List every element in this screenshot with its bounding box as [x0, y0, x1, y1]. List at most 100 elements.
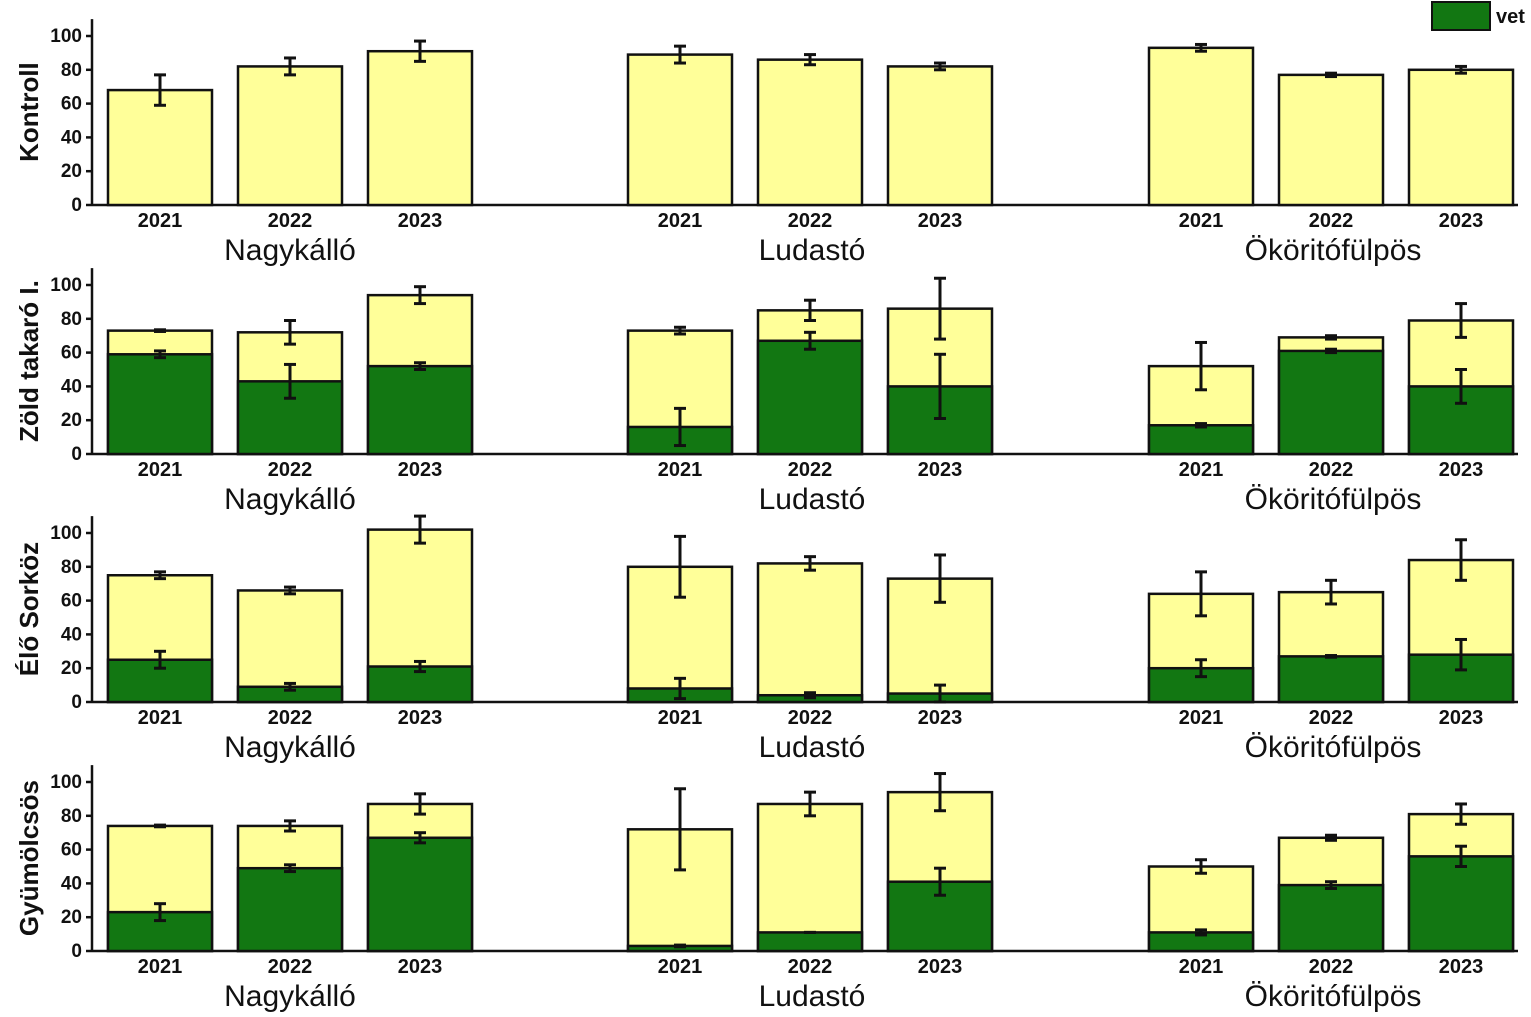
- error-bar-total: [414, 39, 426, 63]
- legend-swatch-green: [1431, 1, 1491, 31]
- x-tick-label: 2021: [1179, 210, 1224, 232]
- site-label: Nagykálló: [224, 483, 356, 516]
- error-bar-total: [1325, 578, 1337, 606]
- error-bar-green: [934, 866, 946, 897]
- legend-label: vet: [1496, 6, 1525, 28]
- site-label: Nagykálló: [224, 731, 356, 764]
- bar-green: [366, 364, 474, 456]
- bar-green: [1407, 855, 1515, 953]
- error-bar-green: [934, 683, 946, 704]
- x-tick-label: 2023: [918, 956, 963, 978]
- y-tick-label: 40: [61, 624, 82, 645]
- error-bar-total: [1455, 302, 1467, 339]
- row-label: Kontroll: [14, 62, 44, 162]
- bar-green: [1277, 883, 1385, 953]
- x-tick-label: 2021: [658, 956, 703, 978]
- site-label: Nagykálló: [224, 234, 356, 267]
- error-bar-green: [1325, 880, 1337, 890]
- error-bar-total: [674, 787, 686, 872]
- x-tick-label: 2023: [398, 459, 443, 481]
- error-bar-total: [934, 276, 946, 341]
- panel-1: 0 20 40 60 80 100 Zöld takaró I. 2021 2022 2023 Na…: [14, 268, 1518, 516]
- site-label: Nagykálló: [224, 980, 356, 1013]
- bar-total: [366, 49, 474, 207]
- error-bar-green: [674, 676, 686, 701]
- error-bar-total: [154, 328, 166, 333]
- x-tick-label: 2023: [1439, 210, 1484, 232]
- y-tick-label: 80: [61, 309, 82, 330]
- x-tick-label: 2022: [1309, 707, 1354, 729]
- error-bar-green: [1195, 658, 1207, 679]
- site-label: Ököritófülpös: [1245, 731, 1422, 764]
- y-tick-label: 100: [50, 26, 82, 47]
- error-bar-total: [1455, 538, 1467, 582]
- error-bar-total: [1455, 64, 1467, 75]
- y-tick-label: 80: [61, 806, 82, 827]
- y-tick-label: 40: [61, 127, 82, 148]
- y-tick-label: 40: [61, 873, 82, 894]
- error-bar-total: [804, 790, 816, 818]
- row-label: Élő Sorköz: [14, 542, 44, 676]
- x-tick-label: 2022: [788, 956, 833, 978]
- error-bar-total: [674, 325, 686, 336]
- error-bar-total: [1325, 833, 1337, 842]
- error-bar-total: [674, 44, 686, 65]
- x-tick-label: 2021: [138, 459, 183, 481]
- bar-green: [1277, 349, 1385, 456]
- bar-green: [756, 931, 864, 953]
- error-bar-green: [1455, 368, 1467, 405]
- error-bar-green: [674, 943, 686, 949]
- x-tick-label: 2023: [918, 459, 963, 481]
- y-tick-label: 100: [50, 275, 82, 296]
- error-bar-total: [284, 819, 296, 833]
- y-tick-label: 60: [61, 840, 82, 861]
- y-tick-label: 40: [61, 376, 82, 397]
- bar-total: [756, 802, 864, 953]
- x-tick-label: 2021: [658, 459, 703, 481]
- x-tick-label: 2023: [1439, 956, 1484, 978]
- bar-total: [626, 53, 734, 207]
- site-group: 2021 2022 2023 Ludastó: [626, 44, 994, 267]
- error-bar-green: [284, 681, 296, 692]
- bar-total: [886, 65, 994, 207]
- bar-total: [1277, 73, 1385, 207]
- x-tick-label: 2021: [1179, 707, 1224, 729]
- error-bar-total: [414, 514, 426, 545]
- site-group: 2021 2022 2023 Ököritófülpös: [1147, 802, 1515, 1013]
- site-group: 2021 2022 2023 Nagykálló: [106, 514, 474, 764]
- bar-total: [756, 562, 864, 704]
- error-bar-total: [804, 53, 816, 67]
- x-tick-label: 2022: [788, 459, 833, 481]
- x-tick-label: 2023: [398, 707, 443, 729]
- x-tick-label: 2022: [788, 210, 833, 232]
- bar-total: [1407, 68, 1515, 207]
- error-bar-green: [674, 406, 686, 448]
- bar-total: [1147, 46, 1255, 207]
- y-tick-label: 80: [61, 557, 82, 578]
- error-bar-total: [934, 553, 946, 604]
- site-label: Ludastó: [759, 980, 866, 1013]
- x-tick-label: 2022: [268, 707, 313, 729]
- y-tick-label: 60: [61, 343, 82, 364]
- panel-2: 0 20 40 60 80 100 Élő Sorköz 2021 2022 2023 Nagyká…: [14, 514, 1518, 764]
- error-bar-green: [414, 831, 426, 845]
- site-group: 2021 2022 2023 Ludastó: [626, 534, 994, 764]
- x-tick-label: 2022: [1309, 956, 1354, 978]
- error-bar-total: [1195, 570, 1207, 618]
- bar-green: [106, 353, 214, 456]
- y-tick-label: 100: [50, 523, 82, 544]
- error-bar-green: [1195, 928, 1207, 937]
- x-tick-label: 2023: [1439, 459, 1484, 481]
- error-bar-green: [1195, 422, 1207, 429]
- x-tick-label: 2022: [268, 459, 313, 481]
- x-tick-label: 2022: [788, 707, 833, 729]
- error-bar-total: [1195, 42, 1207, 53]
- site-group: 2021 2022 2023 Nagykálló: [106, 792, 474, 1013]
- y-tick-label: 20: [61, 907, 82, 928]
- error-bar-total: [284, 56, 296, 77]
- x-tick-label: 2023: [1439, 707, 1484, 729]
- error-bar-total: [804, 555, 816, 572]
- x-tick-label: 2023: [398, 956, 443, 978]
- error-bar-total: [804, 298, 816, 322]
- error-bar-green: [284, 362, 296, 400]
